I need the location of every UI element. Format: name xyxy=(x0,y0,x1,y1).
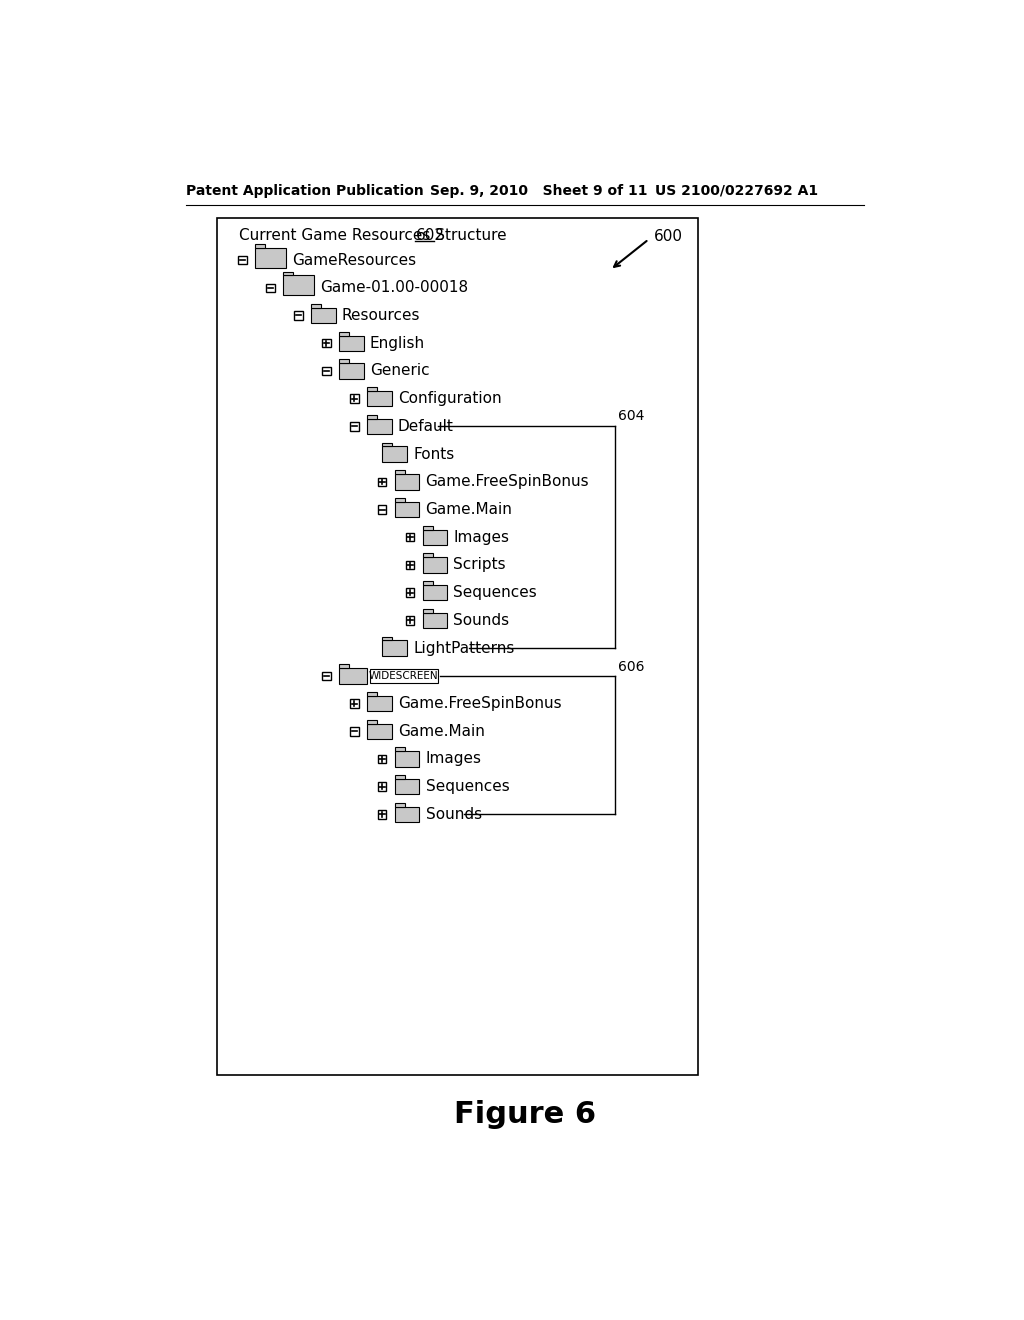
Text: Game-01.00-00018: Game-01.00-00018 xyxy=(321,280,468,296)
Text: 604: 604 xyxy=(617,409,644,422)
Bar xyxy=(255,248,286,268)
Text: Sounds: Sounds xyxy=(426,807,481,822)
Bar xyxy=(406,561,415,569)
Bar xyxy=(367,414,377,418)
Bar xyxy=(339,664,349,668)
Bar xyxy=(339,668,367,684)
Bar xyxy=(311,304,321,308)
Text: Current Game Resources Structure: Current Game Resources Structure xyxy=(239,228,511,243)
Text: GameResources: GameResources xyxy=(292,252,417,268)
Bar xyxy=(406,616,415,624)
Bar xyxy=(382,640,407,656)
Bar xyxy=(350,422,358,430)
Bar xyxy=(423,585,447,601)
Bar xyxy=(423,553,432,557)
Text: 602: 602 xyxy=(416,228,444,243)
Bar xyxy=(423,581,432,585)
Bar xyxy=(283,276,314,296)
Bar xyxy=(339,331,349,335)
Bar xyxy=(378,755,386,763)
Text: Figure 6: Figure 6 xyxy=(454,1101,596,1129)
Bar xyxy=(394,751,420,767)
Bar xyxy=(217,218,697,1074)
Bar xyxy=(370,669,438,682)
Text: English: English xyxy=(370,335,425,351)
Text: Patent Application Publication: Patent Application Publication xyxy=(186,183,424,198)
Text: Sequences: Sequences xyxy=(454,585,538,601)
Bar xyxy=(378,810,386,818)
Bar xyxy=(367,696,391,711)
Bar xyxy=(423,525,432,529)
Bar xyxy=(323,672,331,680)
Bar xyxy=(311,308,336,323)
Bar xyxy=(406,533,415,541)
Bar xyxy=(367,692,377,696)
Bar xyxy=(394,474,420,490)
Bar xyxy=(394,803,404,807)
Bar xyxy=(367,719,377,723)
Bar xyxy=(423,609,432,612)
Text: Scripts: Scripts xyxy=(454,557,506,573)
Bar xyxy=(378,783,386,791)
Text: Resources: Resources xyxy=(342,308,421,323)
Bar xyxy=(255,244,265,248)
Bar xyxy=(394,470,404,474)
Bar xyxy=(378,506,386,513)
Bar xyxy=(394,747,404,751)
Text: Game.Main: Game.Main xyxy=(397,723,484,739)
Bar xyxy=(394,498,404,502)
Text: 606: 606 xyxy=(617,660,644,673)
Bar xyxy=(239,256,247,264)
Bar xyxy=(339,359,349,363)
Bar xyxy=(367,391,391,407)
Bar xyxy=(394,775,404,779)
Bar xyxy=(283,272,293,276)
Bar xyxy=(394,502,420,517)
Text: Images: Images xyxy=(454,529,510,545)
Bar xyxy=(367,723,391,739)
Text: US 2100/0227692 A1: US 2100/0227692 A1 xyxy=(655,183,818,198)
Text: Configuration: Configuration xyxy=(397,391,502,407)
Bar xyxy=(294,312,303,319)
Text: Sequences: Sequences xyxy=(426,779,509,795)
Text: LightPatterns: LightPatterns xyxy=(414,640,515,656)
Bar xyxy=(350,700,358,708)
Text: Sounds: Sounds xyxy=(454,612,510,628)
Bar xyxy=(350,727,358,735)
Bar xyxy=(323,339,331,347)
Bar xyxy=(367,387,377,391)
Bar xyxy=(423,557,447,573)
Bar xyxy=(382,442,392,446)
Text: Images: Images xyxy=(426,751,481,767)
Text: Sep. 9, 2010   Sheet 9 of 11: Sep. 9, 2010 Sheet 9 of 11 xyxy=(430,183,648,198)
Bar xyxy=(394,779,420,795)
Text: Fonts: Fonts xyxy=(414,446,455,462)
Bar xyxy=(382,636,392,640)
Bar xyxy=(323,367,331,375)
Bar xyxy=(367,418,391,434)
Bar xyxy=(394,807,420,822)
Bar xyxy=(339,335,364,351)
Bar xyxy=(382,446,407,462)
Text: Generic: Generic xyxy=(370,363,429,379)
Text: Default: Default xyxy=(397,418,454,434)
Text: Game.FreeSpinBonus: Game.FreeSpinBonus xyxy=(426,474,589,490)
Text: WIDESCREEN: WIDESCREEN xyxy=(369,671,438,681)
Bar xyxy=(423,612,447,628)
Bar xyxy=(423,529,447,545)
Bar xyxy=(266,284,274,292)
Text: Game.Main: Game.Main xyxy=(426,502,512,517)
Bar xyxy=(339,363,364,379)
Bar xyxy=(350,395,358,403)
Text: 600: 600 xyxy=(653,230,682,244)
Text: Game.FreeSpinBonus: Game.FreeSpinBonus xyxy=(397,696,561,711)
Bar xyxy=(406,589,415,597)
Bar xyxy=(378,478,386,486)
